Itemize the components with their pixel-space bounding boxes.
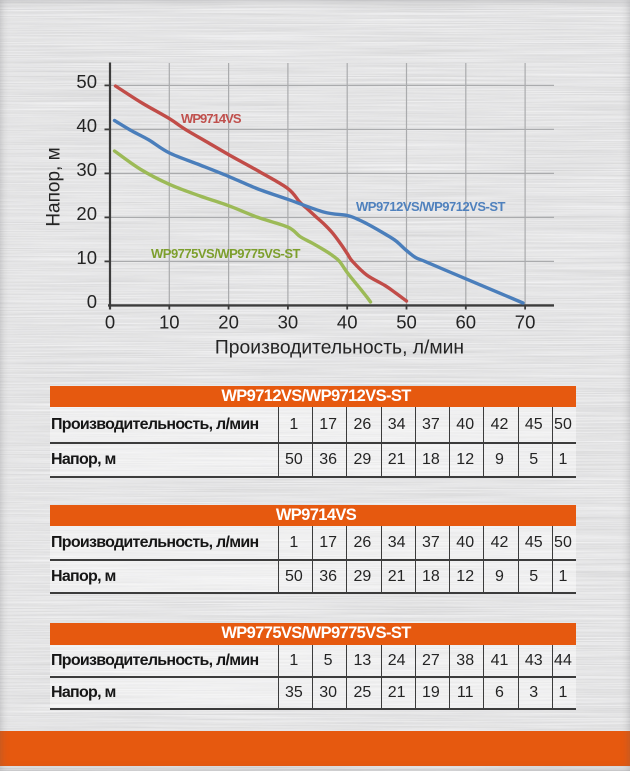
svg-text:WP9775VS/WP9775VS-ST: WP9775VS/WP9775VS-ST bbox=[151, 246, 301, 261]
svg-text:WP9714VS: WP9714VS bbox=[181, 111, 242, 126]
svg-text:0: 0 bbox=[105, 312, 115, 333]
svg-text:50: 50 bbox=[396, 312, 417, 333]
svg-text:30: 30 bbox=[278, 312, 299, 333]
svg-text:50: 50 bbox=[76, 71, 97, 92]
svg-text:10: 10 bbox=[76, 247, 97, 268]
svg-text:0: 0 bbox=[87, 291, 97, 312]
svg-text:20: 20 bbox=[218, 312, 239, 333]
svg-text:10: 10 bbox=[159, 312, 180, 333]
svg-text:Производительность, л/мин: Производительность, л/мин bbox=[215, 338, 464, 359]
svg-text:40: 40 bbox=[76, 115, 97, 136]
svg-text:Напор, м: Напор, м bbox=[44, 147, 65, 226]
svg-text:30: 30 bbox=[76, 159, 97, 180]
svg-text:40: 40 bbox=[337, 312, 358, 333]
svg-text:60: 60 bbox=[456, 312, 477, 333]
svg-text:WP9712VS/WP9712VS-ST: WP9712VS/WP9712VS-ST bbox=[356, 199, 506, 214]
svg-text:20: 20 bbox=[76, 203, 97, 224]
svg-text:70: 70 bbox=[515, 312, 536, 333]
